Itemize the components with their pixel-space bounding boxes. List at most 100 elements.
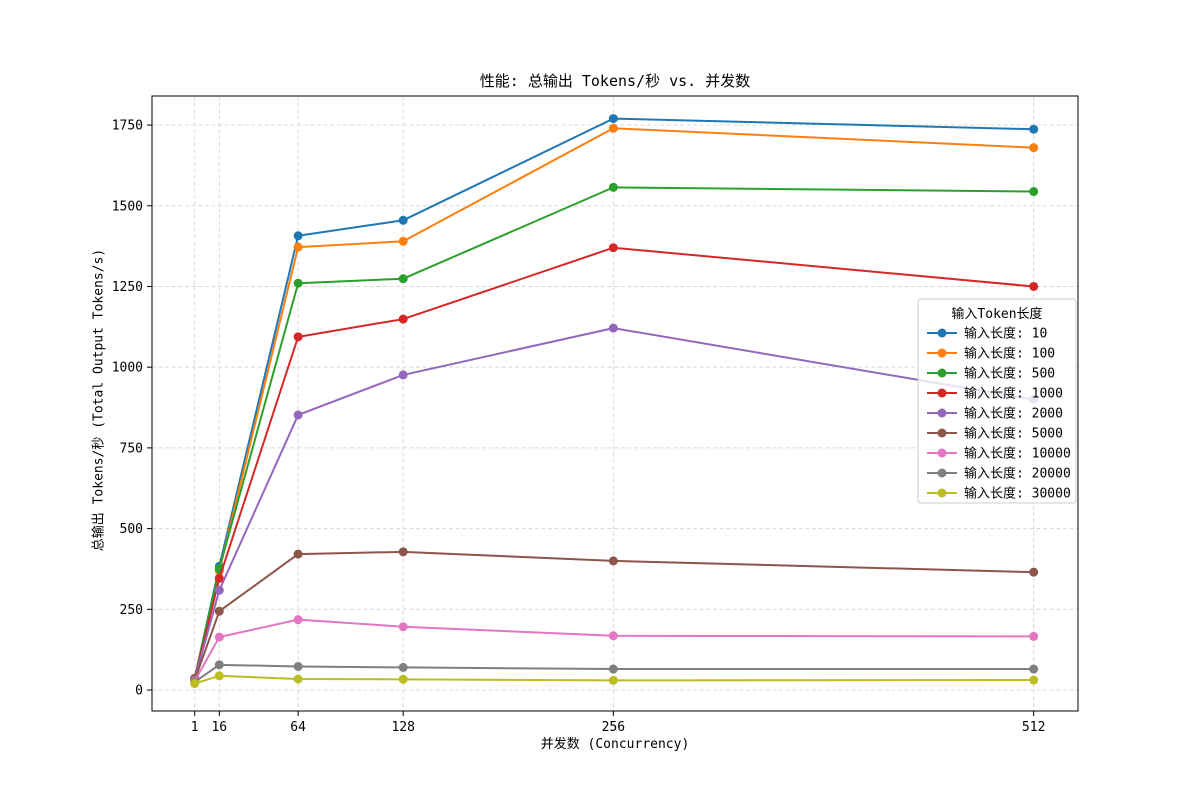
series-line (193, 186, 1034, 679)
series-marker (608, 243, 618, 253)
legend-marker-swatch (937, 328, 947, 338)
series-marker (608, 123, 618, 133)
legend-entry: 输入长度: 500 (927, 366, 1055, 382)
y-tick-label: 1250 (112, 280, 143, 295)
series-marker (1029, 124, 1039, 134)
legend-label: 输入长度: 1000 (964, 386, 1063, 402)
series-输入长度: 10 (190, 114, 1039, 683)
legend-entry: 输入长度: 10000 (927, 446, 1071, 462)
legend-entry: 输入长度: 1000 (927, 386, 1063, 402)
series-输入长度: 10000 (190, 615, 1039, 686)
legend-label: 输入长度: 10000 (964, 446, 1071, 462)
series-marker (398, 236, 408, 246)
legend-marker-swatch (937, 348, 947, 358)
ticks (147, 124, 1035, 716)
series-line (193, 550, 1034, 681)
series-marker (293, 615, 303, 625)
series-marker (608, 664, 618, 674)
legend-entry: 输入长度: 100 (927, 346, 1055, 362)
legend-label: 输入长度: 500 (964, 366, 1055, 382)
legend-label: 输入长度: 30000 (964, 486, 1071, 502)
series-marker (293, 242, 303, 252)
tick-labels: 1 16 64 128 256 512 0 250 500 750 1000 1250 1500 1750 (112, 119, 1046, 735)
series-marker (398, 547, 408, 557)
series-marker (1029, 675, 1039, 685)
series-marker (398, 674, 408, 684)
series-marker (1029, 631, 1039, 641)
series-marker (214, 585, 224, 595)
series-marker (293, 549, 303, 559)
y-tick-label: 500 (120, 522, 143, 537)
series-marker (214, 671, 224, 681)
series-marker (398, 662, 408, 672)
legend-entry: 输入长度: 20000 (927, 466, 1071, 482)
legend-marker-swatch (937, 368, 947, 378)
legend-entry: 输入长度: 5000 (927, 426, 1063, 442)
series-marker (608, 323, 618, 333)
legend-marker-swatch (937, 448, 947, 458)
legend-entry: 输入长度: 10 (927, 326, 1047, 342)
series-line (193, 127, 1034, 679)
series-输入长度: 2000 (190, 323, 1039, 684)
x-tick-label: 1 (191, 720, 199, 735)
legend-label: 输入长度: 10 (964, 326, 1047, 342)
x-axis-label: 并发数 (Concurrency) (540, 737, 690, 752)
series-输入长度: 100 (190, 123, 1039, 683)
y-tick-label: 250 (120, 603, 143, 618)
series-line (194, 663, 1034, 683)
legend-marker-swatch (937, 468, 947, 478)
chart-title: 性能: 总输出 Tokens/秒 vs. 并发数 (479, 72, 751, 90)
series-marker (1029, 281, 1039, 291)
legend-marker-swatch (937, 488, 947, 498)
series-marker (293, 332, 303, 342)
legend-label: 输入长度: 2000 (964, 406, 1063, 422)
series-marker (608, 631, 618, 641)
series-marker (1029, 567, 1039, 577)
y-tick-label: 1750 (112, 119, 143, 134)
series-line (193, 117, 1034, 679)
x-tick-label: 128 (391, 720, 414, 735)
x-tick-label: 256 (602, 720, 625, 735)
series-marker (293, 661, 303, 671)
series-marker (214, 606, 224, 616)
series-marker (293, 278, 303, 288)
series-line (193, 618, 1034, 682)
y-tick-label: 1500 (112, 199, 143, 214)
series-marker (398, 370, 408, 380)
series-line (193, 246, 1034, 680)
series-marker (398, 622, 408, 632)
legend-marker-swatch (937, 408, 947, 418)
legend-marker-swatch (937, 388, 947, 398)
plot-border (151, 95, 1079, 712)
y-tick-label: 1000 (112, 361, 143, 376)
legend-entry: 输入长度: 2000 (927, 406, 1063, 422)
series-marker (608, 556, 618, 566)
series-line (193, 327, 1034, 680)
legend-label: 输入长度: 100 (964, 346, 1055, 362)
x-tick-label: 64 (290, 720, 306, 735)
series-marker (398, 274, 408, 284)
x-tick-label: 512 (1022, 720, 1045, 735)
legend-entry: 输入长度: 30000 (927, 486, 1071, 502)
series-marker (293, 674, 303, 684)
legend-title: 输入Token长度 (951, 306, 1042, 322)
series-输入长度: 5000 (190, 547, 1039, 685)
series-marker (1029, 187, 1039, 197)
series-marker (214, 660, 224, 670)
series-marker (608, 114, 618, 124)
y-tick-label: 750 (120, 441, 143, 456)
series-marker (1029, 664, 1039, 674)
legend-label: 输入长度: 20000 (964, 466, 1071, 482)
series-marker (190, 679, 200, 689)
series-输入长度: 1000 (190, 243, 1039, 684)
series-marker (608, 675, 618, 685)
series-输入长度: 20000 (190, 660, 1039, 687)
legend-marker-swatch (937, 428, 947, 438)
series-marker (214, 632, 224, 642)
series-marker (214, 573, 224, 583)
series-输入长度: 500 (190, 182, 1039, 684)
series-marker (608, 182, 618, 192)
